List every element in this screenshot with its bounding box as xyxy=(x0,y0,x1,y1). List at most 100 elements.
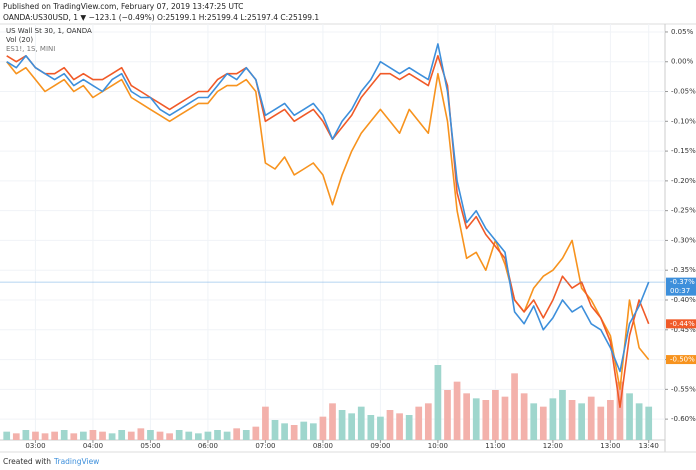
volume-bar xyxy=(242,430,250,440)
y-tick-label: -0.35% xyxy=(671,266,696,274)
volume-bar xyxy=(472,398,480,440)
volume-bar xyxy=(530,403,538,440)
x-tick-label: 12:00 xyxy=(543,442,563,450)
volume-bar xyxy=(214,430,221,440)
volume-bar xyxy=(453,381,461,440)
volume-bar xyxy=(118,430,126,440)
legend-entry: Vol (20) xyxy=(6,36,33,44)
volume-bar xyxy=(396,413,403,440)
volume-bar xyxy=(587,396,595,440)
volume-bar xyxy=(252,426,260,440)
volume-bar xyxy=(290,425,298,440)
x-tick-label: 11:00 xyxy=(485,442,505,450)
y-tick-label: -0.60% xyxy=(671,415,696,423)
last-price-label: -0.44% xyxy=(670,320,695,328)
volume-bar xyxy=(626,393,633,440)
volume-bar xyxy=(367,415,375,440)
volume-bar xyxy=(156,431,164,440)
published-note: Published on TradingView.com, February 0… xyxy=(3,2,243,11)
volume-bar xyxy=(271,420,279,440)
y-tick-label: -0.30% xyxy=(671,236,696,244)
legend-entry: US Wall St 30, 1, OANDA xyxy=(6,27,92,35)
volume-bar xyxy=(99,431,106,440)
volume-bar xyxy=(223,431,231,440)
volume-bar xyxy=(41,433,49,440)
y-tick-label: -0.15% xyxy=(671,147,696,155)
volume-bar xyxy=(511,373,518,440)
volume-bar xyxy=(338,410,346,440)
volume-bar xyxy=(578,403,585,440)
y-tick-label: -0.40% xyxy=(671,296,696,304)
volume-bar xyxy=(137,428,145,440)
x-tick-label: 04:00 xyxy=(83,442,103,450)
volume-bar xyxy=(616,381,624,440)
price-line xyxy=(6,61,650,391)
volume-bar xyxy=(559,390,566,440)
volume-bar xyxy=(281,423,288,440)
volume-bar xyxy=(80,431,87,440)
volume-bar xyxy=(185,431,193,440)
footer-created: Created with xyxy=(3,457,51,466)
x-tick-label: 09:00 xyxy=(370,442,390,450)
y-tick-label: -0.55% xyxy=(671,385,696,393)
volume-bar xyxy=(357,406,365,440)
volume-bar xyxy=(539,406,547,440)
volume-bar xyxy=(60,430,68,440)
volume-bar xyxy=(549,398,557,440)
footer-brand: TradingView xyxy=(53,457,99,466)
x-tick-label: 06:00 xyxy=(198,442,218,450)
x-tick-label: 07:00 xyxy=(255,442,275,450)
volume-bar xyxy=(175,430,183,440)
last-price-badge xyxy=(666,319,696,329)
volume-bar xyxy=(386,410,394,440)
volume-bar xyxy=(377,416,384,440)
y-tick-label: -0.05% xyxy=(671,88,696,96)
volume-bar xyxy=(319,416,327,440)
y-tick-label: -0.10% xyxy=(671,117,696,125)
y-tick-label: 0.00% xyxy=(671,58,694,66)
x-tick-label: 10:00 xyxy=(428,442,448,450)
last-price-label: -0.37% xyxy=(670,278,695,286)
volume-bar xyxy=(309,423,317,440)
volume-bar xyxy=(463,393,471,440)
volume-bar xyxy=(70,433,78,440)
volume-bar xyxy=(348,413,356,440)
symbol-line: OANDA:US30USD, 1 ▼ −123.1 (−0.49%) O:251… xyxy=(3,13,319,22)
volume-bar xyxy=(597,406,605,440)
volume-bar xyxy=(204,431,212,440)
volume-bar xyxy=(568,400,576,440)
price-line xyxy=(6,55,650,408)
volume-bar xyxy=(444,390,451,440)
volume-bar xyxy=(520,393,528,440)
volume-bar xyxy=(12,433,20,440)
volume-bar xyxy=(233,428,241,440)
volume-bar xyxy=(32,431,39,440)
x-tick-label: 05:00 xyxy=(140,442,160,450)
volume-bar xyxy=(405,415,413,440)
volume-bar xyxy=(645,406,653,440)
x-tick-label: 13:00 xyxy=(600,442,620,450)
y-tick-label: -0.20% xyxy=(671,177,696,185)
volume-bar xyxy=(424,403,432,440)
last-price-badge xyxy=(666,277,696,296)
volume-bar xyxy=(501,396,509,440)
volume-bar xyxy=(51,431,58,440)
volume-bar xyxy=(607,400,614,440)
volume-bar xyxy=(166,433,173,440)
volume-bar xyxy=(108,433,116,440)
x-tick-label: 08:00 xyxy=(313,442,333,450)
volume-bar xyxy=(22,430,30,440)
y-tick-label: -0.45% xyxy=(671,326,696,334)
volume-bar xyxy=(127,431,135,440)
volume-bar xyxy=(300,421,308,440)
price-line xyxy=(6,43,650,373)
volume-bar xyxy=(434,365,442,440)
volume-bar xyxy=(194,433,202,440)
y-tick-label: -0.25% xyxy=(671,207,696,215)
volume-bar xyxy=(89,430,97,440)
volume-bar xyxy=(147,430,154,440)
volume-bar xyxy=(635,403,643,440)
volume-bar xyxy=(482,400,490,440)
